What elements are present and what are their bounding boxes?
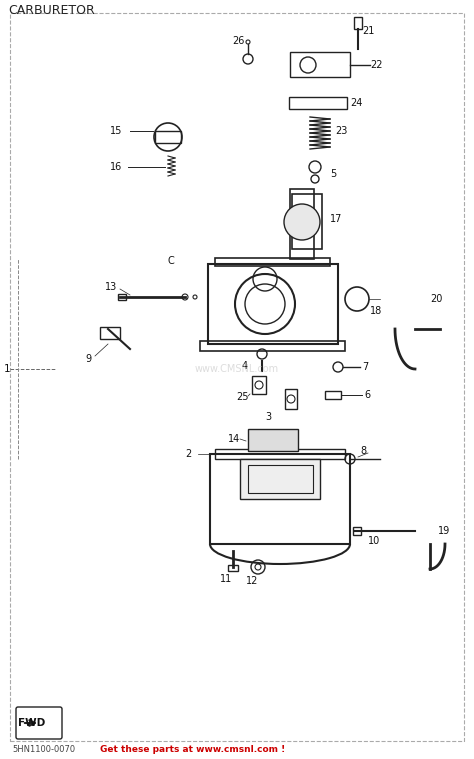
Bar xyxy=(292,194,322,249)
Text: 15: 15 xyxy=(110,126,122,136)
Bar xyxy=(248,465,313,493)
Text: C: C xyxy=(168,256,175,266)
Text: FWD: FWD xyxy=(18,718,46,728)
Text: 13: 13 xyxy=(105,282,117,292)
Bar xyxy=(290,52,350,77)
Bar xyxy=(285,389,297,409)
Text: 4: 4 xyxy=(242,361,248,371)
Text: Get these parts at www.cmsnl.com !: Get these parts at www.cmsnl.com ! xyxy=(100,745,285,754)
Text: 10: 10 xyxy=(368,536,380,546)
Text: 14: 14 xyxy=(228,434,240,444)
Text: 3: 3 xyxy=(265,412,271,422)
Text: 7: 7 xyxy=(362,362,368,372)
Bar xyxy=(100,327,120,339)
Text: 5: 5 xyxy=(330,169,336,179)
Bar xyxy=(228,565,238,571)
Bar xyxy=(353,527,361,535)
Text: www.CMSNL.com: www.CMSNL.com xyxy=(195,364,279,374)
Bar xyxy=(215,449,345,459)
Bar xyxy=(208,264,338,344)
Bar xyxy=(200,341,345,351)
FancyBboxPatch shape xyxy=(16,707,62,739)
Text: 5HN1100-0070: 5HN1100-0070 xyxy=(12,745,75,754)
Circle shape xyxy=(284,204,320,240)
Bar xyxy=(354,17,362,29)
Text: CARBURETOR: CARBURETOR xyxy=(8,5,95,17)
Bar xyxy=(252,376,266,394)
Text: 25: 25 xyxy=(236,392,248,402)
Text: 23: 23 xyxy=(335,126,347,136)
Bar xyxy=(325,391,341,399)
Text: 1: 1 xyxy=(4,364,10,374)
Bar xyxy=(118,294,126,300)
Bar xyxy=(290,189,314,259)
Text: 22: 22 xyxy=(370,60,383,70)
Bar xyxy=(240,459,320,499)
Text: 18: 18 xyxy=(370,306,382,316)
Text: 11: 11 xyxy=(220,574,232,584)
Text: 2: 2 xyxy=(185,449,191,459)
Text: 20: 20 xyxy=(430,294,442,304)
Text: 24: 24 xyxy=(350,98,363,108)
Text: 21: 21 xyxy=(362,26,374,36)
Text: 9: 9 xyxy=(85,354,91,364)
Text: 19: 19 xyxy=(438,526,450,536)
Bar xyxy=(289,97,347,109)
Bar xyxy=(215,258,330,266)
Text: 12: 12 xyxy=(246,576,258,586)
Text: 16: 16 xyxy=(110,162,122,172)
Text: 17: 17 xyxy=(330,214,342,224)
Bar xyxy=(210,454,350,544)
Text: 6: 6 xyxy=(364,390,370,400)
Bar xyxy=(248,429,298,451)
Text: 26: 26 xyxy=(232,36,245,46)
Text: 8: 8 xyxy=(360,446,366,456)
Bar xyxy=(155,131,181,143)
